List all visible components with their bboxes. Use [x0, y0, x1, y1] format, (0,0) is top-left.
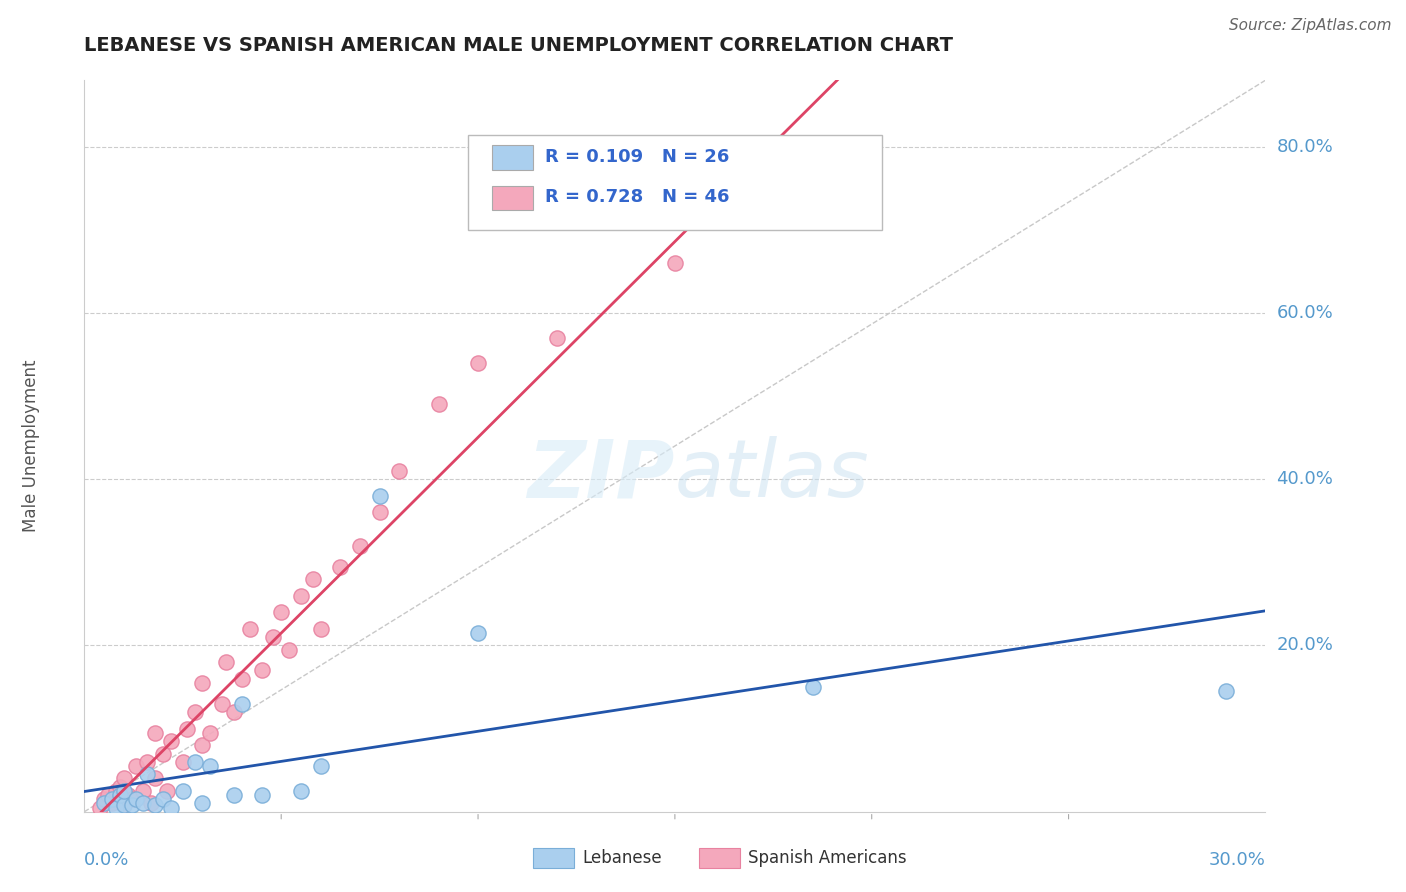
- Text: atlas: atlas: [675, 436, 870, 515]
- Bar: [492, 186, 533, 210]
- Point: [222, 788, 245, 802]
- Point: [191, 676, 214, 690]
- Point: [124, 759, 146, 773]
- Point: [467, 626, 489, 640]
- Point: [172, 755, 194, 769]
- Point: [112, 798, 135, 813]
- Text: 0.0%: 0.0%: [84, 851, 129, 869]
- Text: Source: ZipAtlas.com: Source: ZipAtlas.com: [1229, 18, 1392, 33]
- Point: [664, 256, 686, 270]
- Text: Lebanese: Lebanese: [582, 849, 662, 867]
- FancyBboxPatch shape: [468, 136, 882, 230]
- Point: [143, 798, 166, 813]
- Point: [112, 798, 135, 813]
- Text: Spanish Americans: Spanish Americans: [748, 849, 907, 867]
- Point: [117, 788, 139, 802]
- Text: 80.0%: 80.0%: [1277, 137, 1333, 156]
- Bar: [699, 847, 740, 868]
- Point: [93, 792, 115, 806]
- Point: [136, 767, 159, 781]
- Point: [270, 605, 292, 619]
- Point: [231, 672, 253, 686]
- Point: [801, 680, 824, 694]
- Point: [782, 206, 804, 220]
- Point: [104, 784, 127, 798]
- Point: [191, 738, 214, 752]
- Point: [156, 784, 179, 798]
- Point: [152, 792, 174, 806]
- Point: [97, 788, 120, 802]
- Point: [290, 784, 312, 798]
- Point: [101, 792, 124, 806]
- Point: [183, 705, 205, 719]
- Point: [160, 734, 183, 748]
- Point: [546, 331, 568, 345]
- Point: [388, 464, 411, 478]
- Point: [108, 780, 131, 794]
- Point: [172, 784, 194, 798]
- Point: [222, 705, 245, 719]
- Point: [250, 664, 273, 678]
- Point: [427, 397, 450, 411]
- Text: ZIP: ZIP: [527, 436, 675, 515]
- Point: [1215, 684, 1237, 698]
- Point: [143, 772, 166, 786]
- Text: 20.0%: 20.0%: [1277, 637, 1333, 655]
- Point: [141, 797, 163, 811]
- Point: [368, 489, 391, 503]
- Point: [211, 697, 233, 711]
- Point: [301, 572, 323, 586]
- Point: [101, 797, 124, 811]
- Point: [183, 755, 205, 769]
- Text: R = 0.109   N = 26: R = 0.109 N = 26: [546, 148, 730, 166]
- Point: [309, 759, 332, 773]
- Text: 60.0%: 60.0%: [1277, 304, 1333, 322]
- Point: [467, 356, 489, 370]
- Point: [309, 622, 332, 636]
- Point: [262, 630, 284, 644]
- Text: R = 0.728   N = 46: R = 0.728 N = 46: [546, 188, 730, 206]
- Point: [152, 747, 174, 761]
- Point: [250, 788, 273, 802]
- Text: LEBANESE VS SPANISH AMERICAN MALE UNEMPLOYMENT CORRELATION CHART: LEBANESE VS SPANISH AMERICAN MALE UNEMPL…: [84, 36, 953, 54]
- Point: [191, 797, 214, 811]
- Point: [136, 755, 159, 769]
- Point: [112, 784, 135, 798]
- Point: [132, 784, 155, 798]
- Point: [121, 792, 143, 806]
- Point: [239, 622, 262, 636]
- Point: [290, 589, 312, 603]
- Point: [132, 797, 155, 811]
- Point: [368, 506, 391, 520]
- Point: [124, 792, 146, 806]
- Point: [143, 725, 166, 739]
- Bar: [533, 847, 575, 868]
- Text: Male Unemployment: Male Unemployment: [22, 359, 41, 533]
- Bar: [492, 145, 533, 169]
- Point: [121, 798, 143, 813]
- Point: [112, 772, 135, 786]
- Point: [160, 800, 183, 814]
- Text: 40.0%: 40.0%: [1277, 470, 1333, 488]
- Point: [89, 800, 111, 814]
- Point: [349, 539, 371, 553]
- Point: [93, 797, 115, 811]
- Text: 30.0%: 30.0%: [1209, 851, 1265, 869]
- Point: [104, 800, 127, 814]
- Point: [278, 642, 301, 657]
- Point: [231, 697, 253, 711]
- Point: [108, 788, 131, 802]
- Point: [176, 722, 198, 736]
- Point: [200, 759, 222, 773]
- Point: [329, 559, 352, 574]
- Point: [215, 655, 238, 669]
- Point: [200, 725, 222, 739]
